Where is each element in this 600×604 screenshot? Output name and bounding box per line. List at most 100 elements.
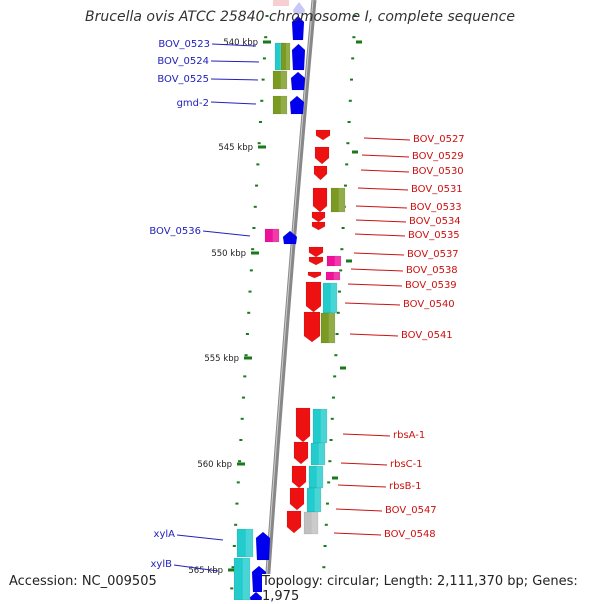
tick-mark [353,15,357,17]
tick-mark [260,99,264,102]
gene-label[interactable]: BOV_0523 [158,39,210,50]
gene-arrow[interactable] [286,510,302,534]
tick-mark [256,163,260,166]
feature-shade [320,409,327,443]
major-tick [263,40,271,44]
gene-label[interactable]: xylB [151,559,173,570]
gene-arrow[interactable] [313,165,328,181]
gene-arrow[interactable] [311,221,326,231]
tick-mark [331,396,335,399]
gene-label[interactable]: BOV_0525 [157,74,209,85]
leader-line [337,484,387,488]
page-title: Brucella ovis ATCC 25840 chromosome I, c… [85,9,515,25]
tick-mark [343,184,347,187]
major-tick [237,462,245,466]
gene-arrow[interactable] [282,230,298,245]
leader-line [357,187,409,191]
tick-mark [248,290,252,293]
gene-label[interactable]: BOV_0527 [413,134,465,145]
feature-shade [333,272,340,280]
gene-label[interactable]: BOV_0547 [385,505,437,516]
feature-box[interactable] [280,42,291,71]
feature-shade [311,512,318,534]
gene-arrow[interactable] [311,211,326,223]
gene-arrow[interactable] [314,146,330,165]
gene-arrow[interactable] [291,465,307,489]
gene-arrow[interactable] [290,71,306,91]
tick-mark [262,57,266,60]
gene-label[interactable]: BOV_0530 [412,166,464,177]
feature-shade [272,229,279,242]
leader-line [340,462,388,466]
feature-box[interactable] [236,528,254,558]
feature-box[interactable] [272,95,288,115]
gene-arrow[interactable] [249,591,263,600]
gene-label[interactable]: BOV_0540 [403,299,455,310]
gene-label[interactable]: BOV_0533 [410,202,462,213]
gene-arrow[interactable] [315,129,331,141]
gene-arrow[interactable] [308,256,324,266]
feature-box[interactable] [330,187,346,213]
gene-label[interactable]: BOV_0541 [401,330,453,341]
gene-arrow[interactable] [312,187,328,213]
gene-label[interactable]: BOV_0524 [157,56,209,67]
gene-arrow[interactable] [293,2,305,14]
tick-mark [351,57,355,60]
gene-arrow[interactable] [289,95,305,115]
feature-box[interactable] [325,271,341,281]
tick-mark [243,375,247,378]
gene-label[interactable]: rbsC-1 [390,459,423,470]
gene-arrow[interactable] [291,15,305,41]
feature-box[interactable] [310,442,326,466]
gene-arrow[interactable] [305,281,322,313]
tick-mark [249,269,253,272]
gene-label[interactable]: rbsA-1 [393,430,425,441]
gene-label[interactable]: BOV_0531 [411,184,463,195]
gene-label[interactable]: BOV_0536 [149,226,201,237]
gene-arrow[interactable] [295,407,311,443]
tick-mark [261,78,265,81]
leader-line [210,60,260,63]
chromosome-backbone-highlight [264,0,314,600]
gene-label[interactable]: BOV_0539 [405,280,457,291]
major-tick [251,251,259,255]
feature-box[interactable] [272,70,288,90]
tick-mark [257,142,261,145]
gene-label[interactable]: BOV_0537 [407,249,459,260]
feature-box[interactable] [320,312,336,344]
gene-label[interactable]: BOV_0535 [408,230,460,241]
gene-arrow[interactable] [303,311,321,343]
feature-box[interactable] [264,228,280,243]
tick-mark [330,417,334,420]
leader-line [355,219,407,223]
gene-label[interactable]: xylA [154,529,176,540]
feature-box[interactable] [273,0,289,6]
gene-arrow[interactable] [293,441,309,465]
gene-label[interactable]: gmd-2 [177,98,209,109]
tick-mark [258,121,262,123]
feature-box[interactable] [233,557,251,600]
gene-arrow[interactable] [307,271,322,279]
tick-mark [245,333,249,335]
gene-arrow[interactable] [291,43,306,71]
feature-box[interactable] [326,255,342,267]
gene-label[interactable]: BOV_0529 [412,151,464,162]
leader-line [347,283,403,287]
leader-line [353,252,405,256]
gene-arrow[interactable] [308,246,324,258]
gene-label[interactable]: BOV_0534 [409,216,461,227]
tick-mark [238,460,242,463]
major-tick [340,366,346,370]
gene-arrow[interactable] [289,487,305,511]
feature-shade [280,71,287,89]
gene-arrow[interactable] [255,531,271,561]
gene-label[interactable]: BOV_0538 [406,265,458,276]
major-tick [346,259,352,263]
tick-mark [336,311,340,314]
tick-mark [334,354,338,357]
gene-label[interactable]: rbsB-1 [389,481,422,492]
topology-info: Topology: circular; Length: 2,111,370 bp… [262,574,600,604]
feature-box[interactable] [303,511,319,535]
gene-label[interactable]: BOV_0548 [384,529,436,540]
